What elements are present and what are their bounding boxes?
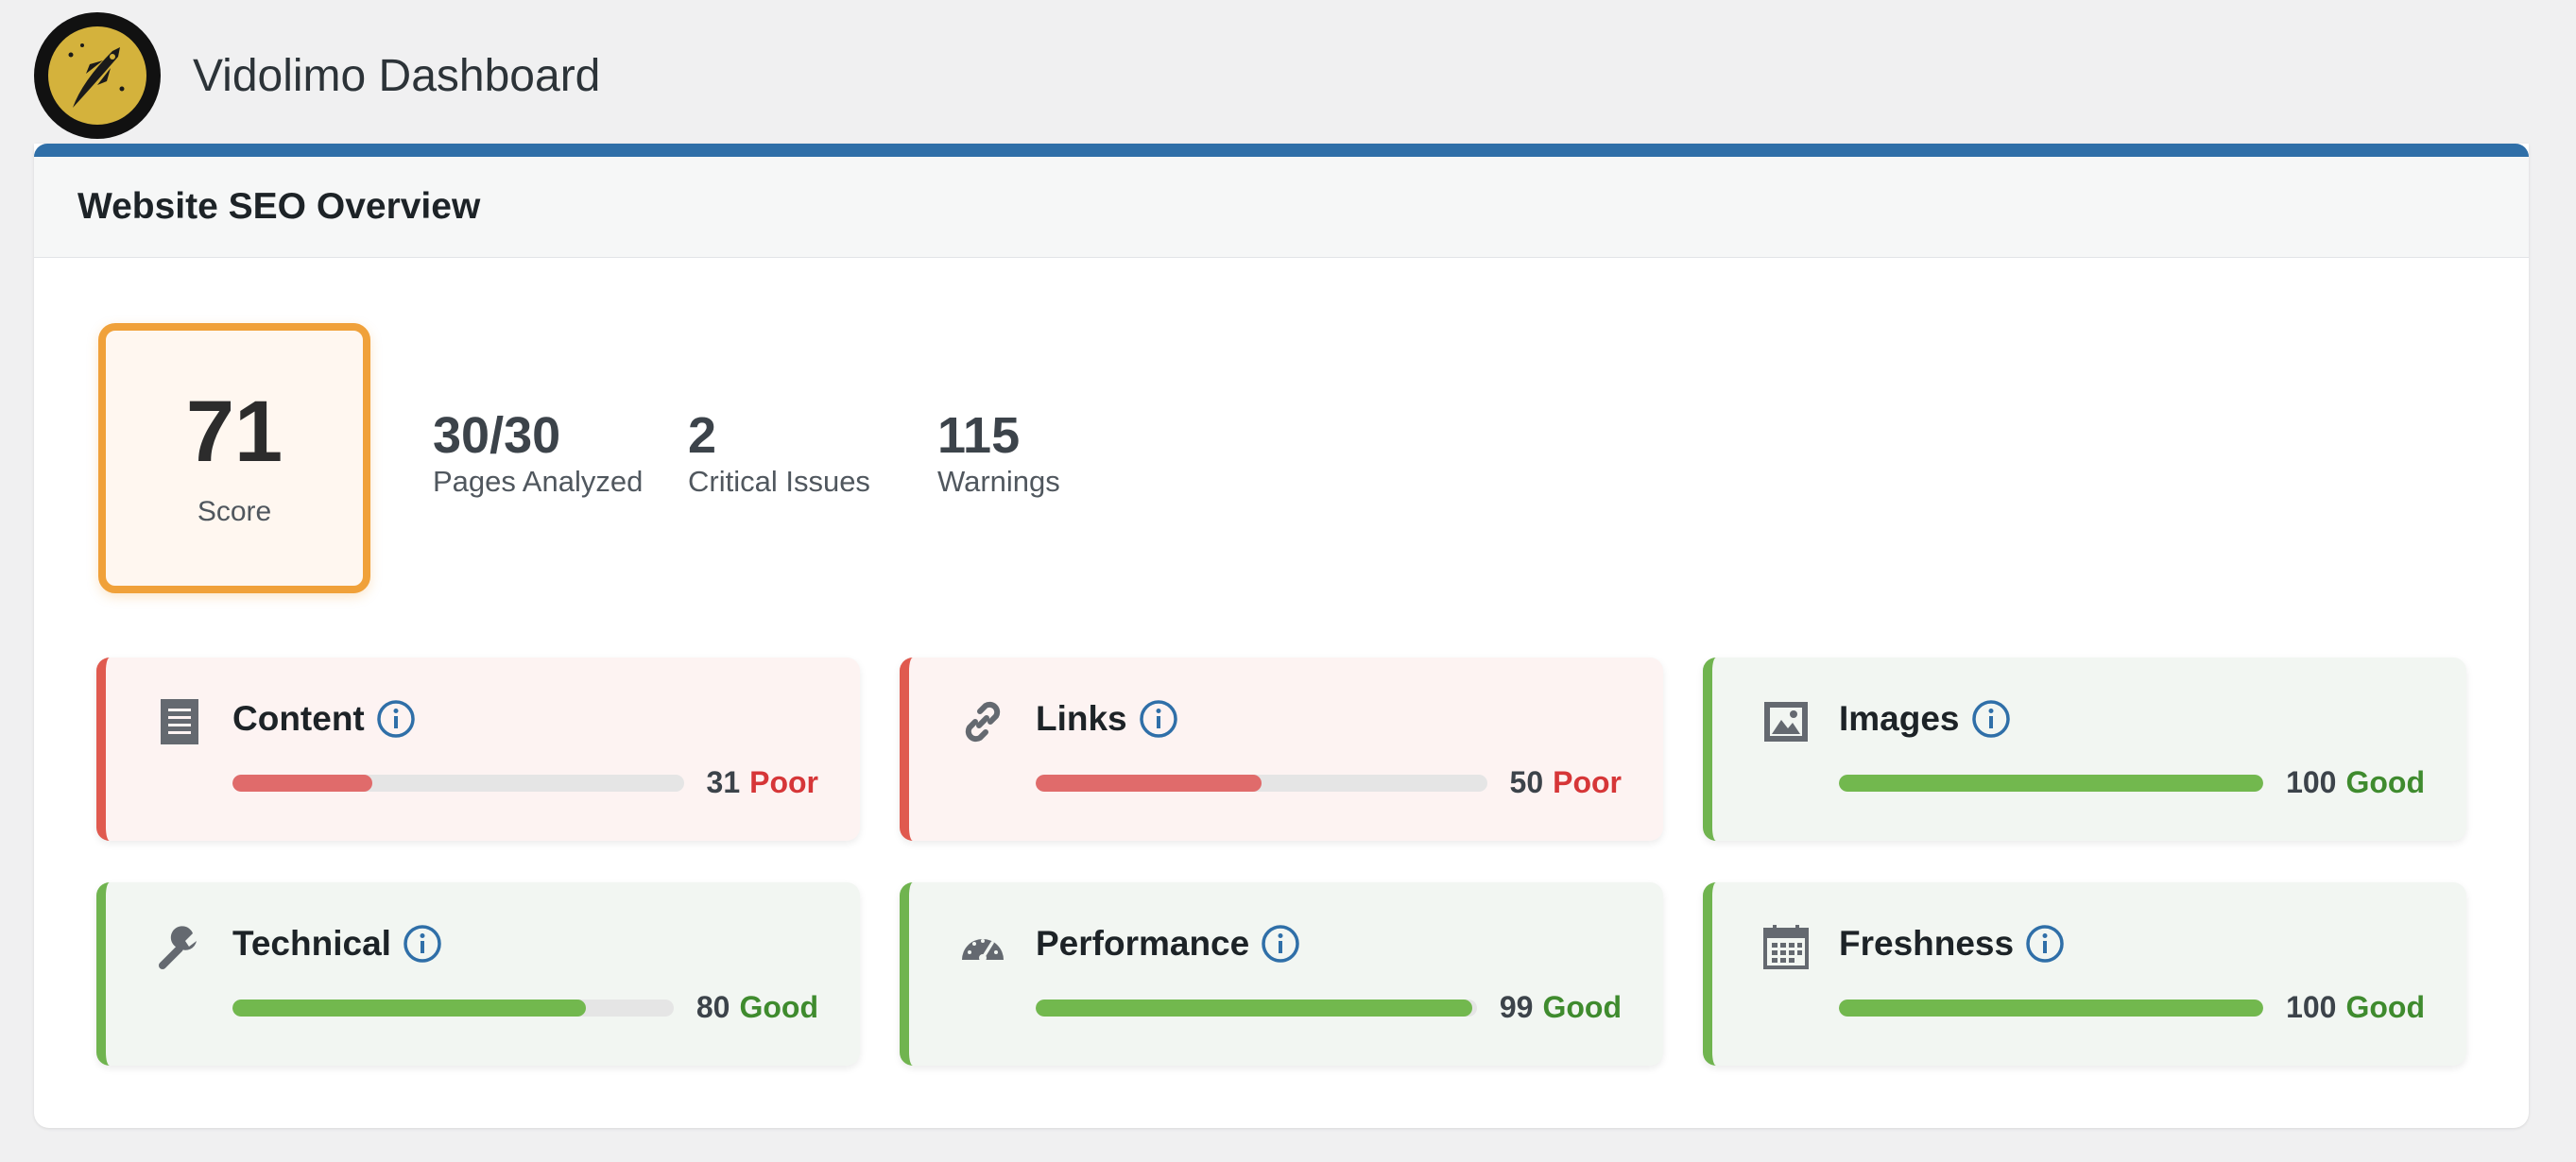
info-icon[interactable] [1139, 699, 1178, 739]
document-icon [161, 699, 198, 744]
stat-value: 2 [688, 407, 717, 464]
stat-label: Pages Analyzed [433, 465, 644, 498]
category-card-performance[interactable]: Performance 99 Good [900, 882, 1663, 1066]
panel-title: Website SEO Overview [77, 186, 481, 227]
card-title: Freshness [1839, 924, 2015, 963]
stat-value: 30/30 [433, 407, 561, 464]
category-score: 80 [696, 990, 730, 1024]
card-title: Links [1036, 699, 1127, 738]
category-status: Good [1542, 990, 1622, 1024]
progress-bar [1839, 999, 2264, 1017]
app-header: Vidolimo Dashboard [34, 9, 600, 142]
progress-bar [232, 774, 684, 792]
category-status: Poor [1553, 765, 1622, 799]
category-card-content[interactable]: Content 31 Poor [96, 658, 860, 841]
category-score: 31 [706, 765, 741, 799]
panel-header: Website SEO Overview [34, 157, 2529, 258]
info-icon[interactable] [2025, 924, 2065, 964]
stat-pages-analyzed: 30/30 Pages Analyzed [433, 410, 643, 499]
stat-critical-issues: 2 Critical Issues [688, 410, 870, 499]
card-title: Content [232, 699, 365, 738]
rocket-logo-icon [34, 12, 161, 139]
stat-label: Warnings [937, 465, 1060, 498]
info-icon[interactable] [376, 699, 416, 739]
wrench-icon [159, 926, 197, 969]
card-title: Technical [232, 924, 391, 963]
progress-bar-fill [1036, 999, 1473, 1017]
category-status: Good [739, 990, 818, 1024]
score-value: 71 [185, 384, 283, 480]
category-card-technical[interactable]: Technical 80 Good [96, 882, 860, 1066]
stat-warnings: 115 Warnings [937, 410, 1060, 499]
category-score: 50 [1509, 765, 1544, 799]
progress-bar-fill [1839, 774, 2264, 792]
progress-bar-fill [232, 999, 586, 1017]
panel-accent-bar [34, 144, 2529, 157]
progress-bar-fill [232, 774, 373, 792]
category-card-freshness[interactable]: Freshness 100 Good [1703, 882, 2466, 1066]
category-card-links[interactable]: Links 50 Poor [900, 658, 1663, 841]
link-icon [965, 701, 1001, 743]
gauge-icon [962, 939, 1004, 962]
card-title: Images [1839, 699, 1960, 738]
card-title: Performance [1036, 924, 1250, 963]
progress-bar [1839, 774, 2264, 792]
category-card-images[interactable]: Images 100 Good [1703, 658, 2466, 841]
category-score: 100 [2286, 990, 2337, 1024]
progress-bar [232, 999, 674, 1017]
calendar-icon [1763, 925, 1809, 969]
app-title: Vidolimo Dashboard [193, 50, 601, 101]
stat-value: 115 [937, 407, 1021, 464]
info-icon[interactable] [1971, 699, 2011, 739]
info-icon[interactable] [1261, 924, 1300, 964]
seo-overview-panel: Website SEO Overview 71 Score 30/30 Page… [34, 144, 2529, 1128]
image-icon [1764, 702, 1808, 742]
score-box: 71 Score [98, 323, 370, 593]
progress-bar-fill [1839, 999, 2264, 1017]
progress-bar-fill [1036, 774, 1262, 792]
progress-bar [1036, 999, 1477, 1017]
category-score: 99 [1499, 990, 1534, 1024]
category-status: Good [2345, 765, 2425, 799]
category-status: Good [2345, 990, 2425, 1024]
category-status: Poor [749, 765, 818, 799]
score-label: Score [197, 496, 272, 527]
progress-bar [1036, 774, 1487, 792]
category-score: 100 [2286, 765, 2337, 799]
stat-label: Critical Issues [688, 465, 870, 498]
info-icon[interactable] [403, 924, 442, 964]
